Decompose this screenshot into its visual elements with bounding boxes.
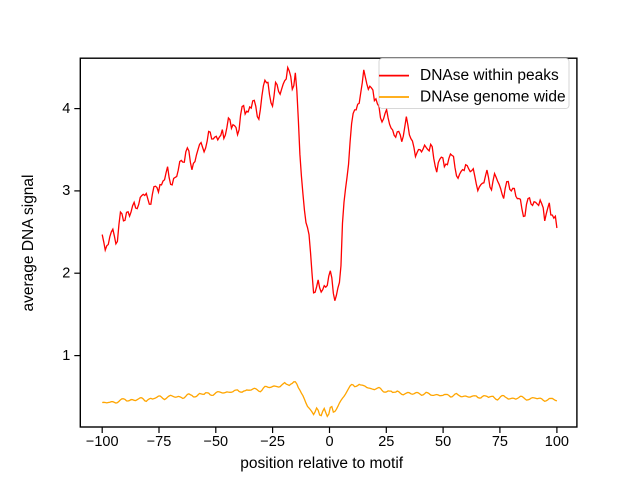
svg-text:DNAse within peaks: DNAse within peaks [420,67,559,84]
svg-text:−50: −50 [203,434,228,450]
svg-text:25: 25 [378,434,394,450]
svg-text:DNAse genome wide: DNAse genome wide [420,89,566,106]
svg-text:−25: −25 [260,434,285,450]
svg-text:3: 3 [62,183,70,199]
svg-text:average DNA signal: average DNA signal [20,175,37,312]
svg-text:75: 75 [492,434,508,450]
svg-text:position relative to motif: position relative to motif [240,455,404,472]
svg-text:4: 4 [62,101,70,117]
svg-text:50: 50 [435,434,451,450]
svg-text:2: 2 [62,265,70,281]
svg-text:0: 0 [325,434,333,450]
svg-text:−100: −100 [86,434,119,450]
svg-text:−75: −75 [147,434,172,450]
svg-text:100: 100 [545,434,569,450]
svg-text:1: 1 [62,348,70,364]
